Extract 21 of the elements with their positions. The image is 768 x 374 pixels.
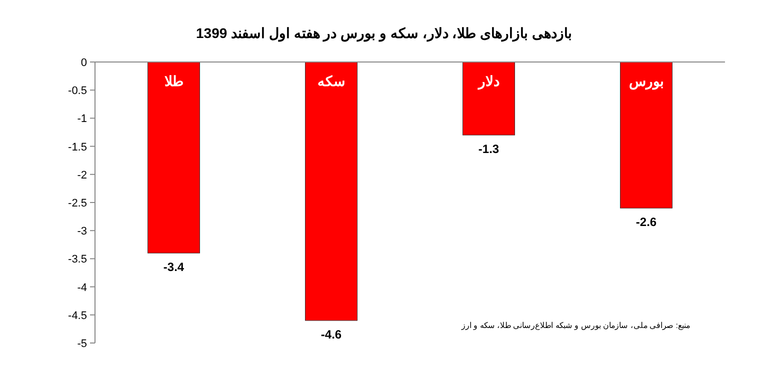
ytick: -3 bbox=[77, 226, 87, 238]
ytick: -4 bbox=[77, 282, 87, 294]
data-label: -4.6 bbox=[320, 328, 342, 342]
ytick: -5 bbox=[77, 338, 87, 350]
category: سکه bbox=[317, 73, 346, 89]
ytick: 0 bbox=[80, 57, 87, 69]
data-label: -1.3 bbox=[478, 142, 500, 156]
ytick: -4.5 bbox=[68, 310, 87, 322]
ytick: -1 bbox=[77, 113, 87, 126]
title: بازدهی بازارهای طلا، دلار، سکه و بورس در هفته اول اسفند 1399 bbox=[196, 25, 572, 41]
ytick: -1.5 bbox=[68, 141, 87, 154]
category: بورس bbox=[628, 73, 664, 89]
data-label: -3.4 bbox=[163, 260, 184, 274]
ytick: -2.5 bbox=[68, 198, 87, 210]
category: طلا bbox=[164, 73, 184, 89]
ytick: -0.5 bbox=[68, 85, 87, 98]
annotation: منبع: صرافی ملی، سازمان بورس و شبکه اطلاع‌رسانی طلا، سکه و ارز bbox=[461, 321, 690, 330]
ytick: -2 bbox=[77, 169, 87, 182]
data-label: -2.6 bbox=[636, 215, 657, 230]
category: دلار bbox=[478, 73, 500, 89]
ytick: -3.5 bbox=[68, 254, 87, 266]
